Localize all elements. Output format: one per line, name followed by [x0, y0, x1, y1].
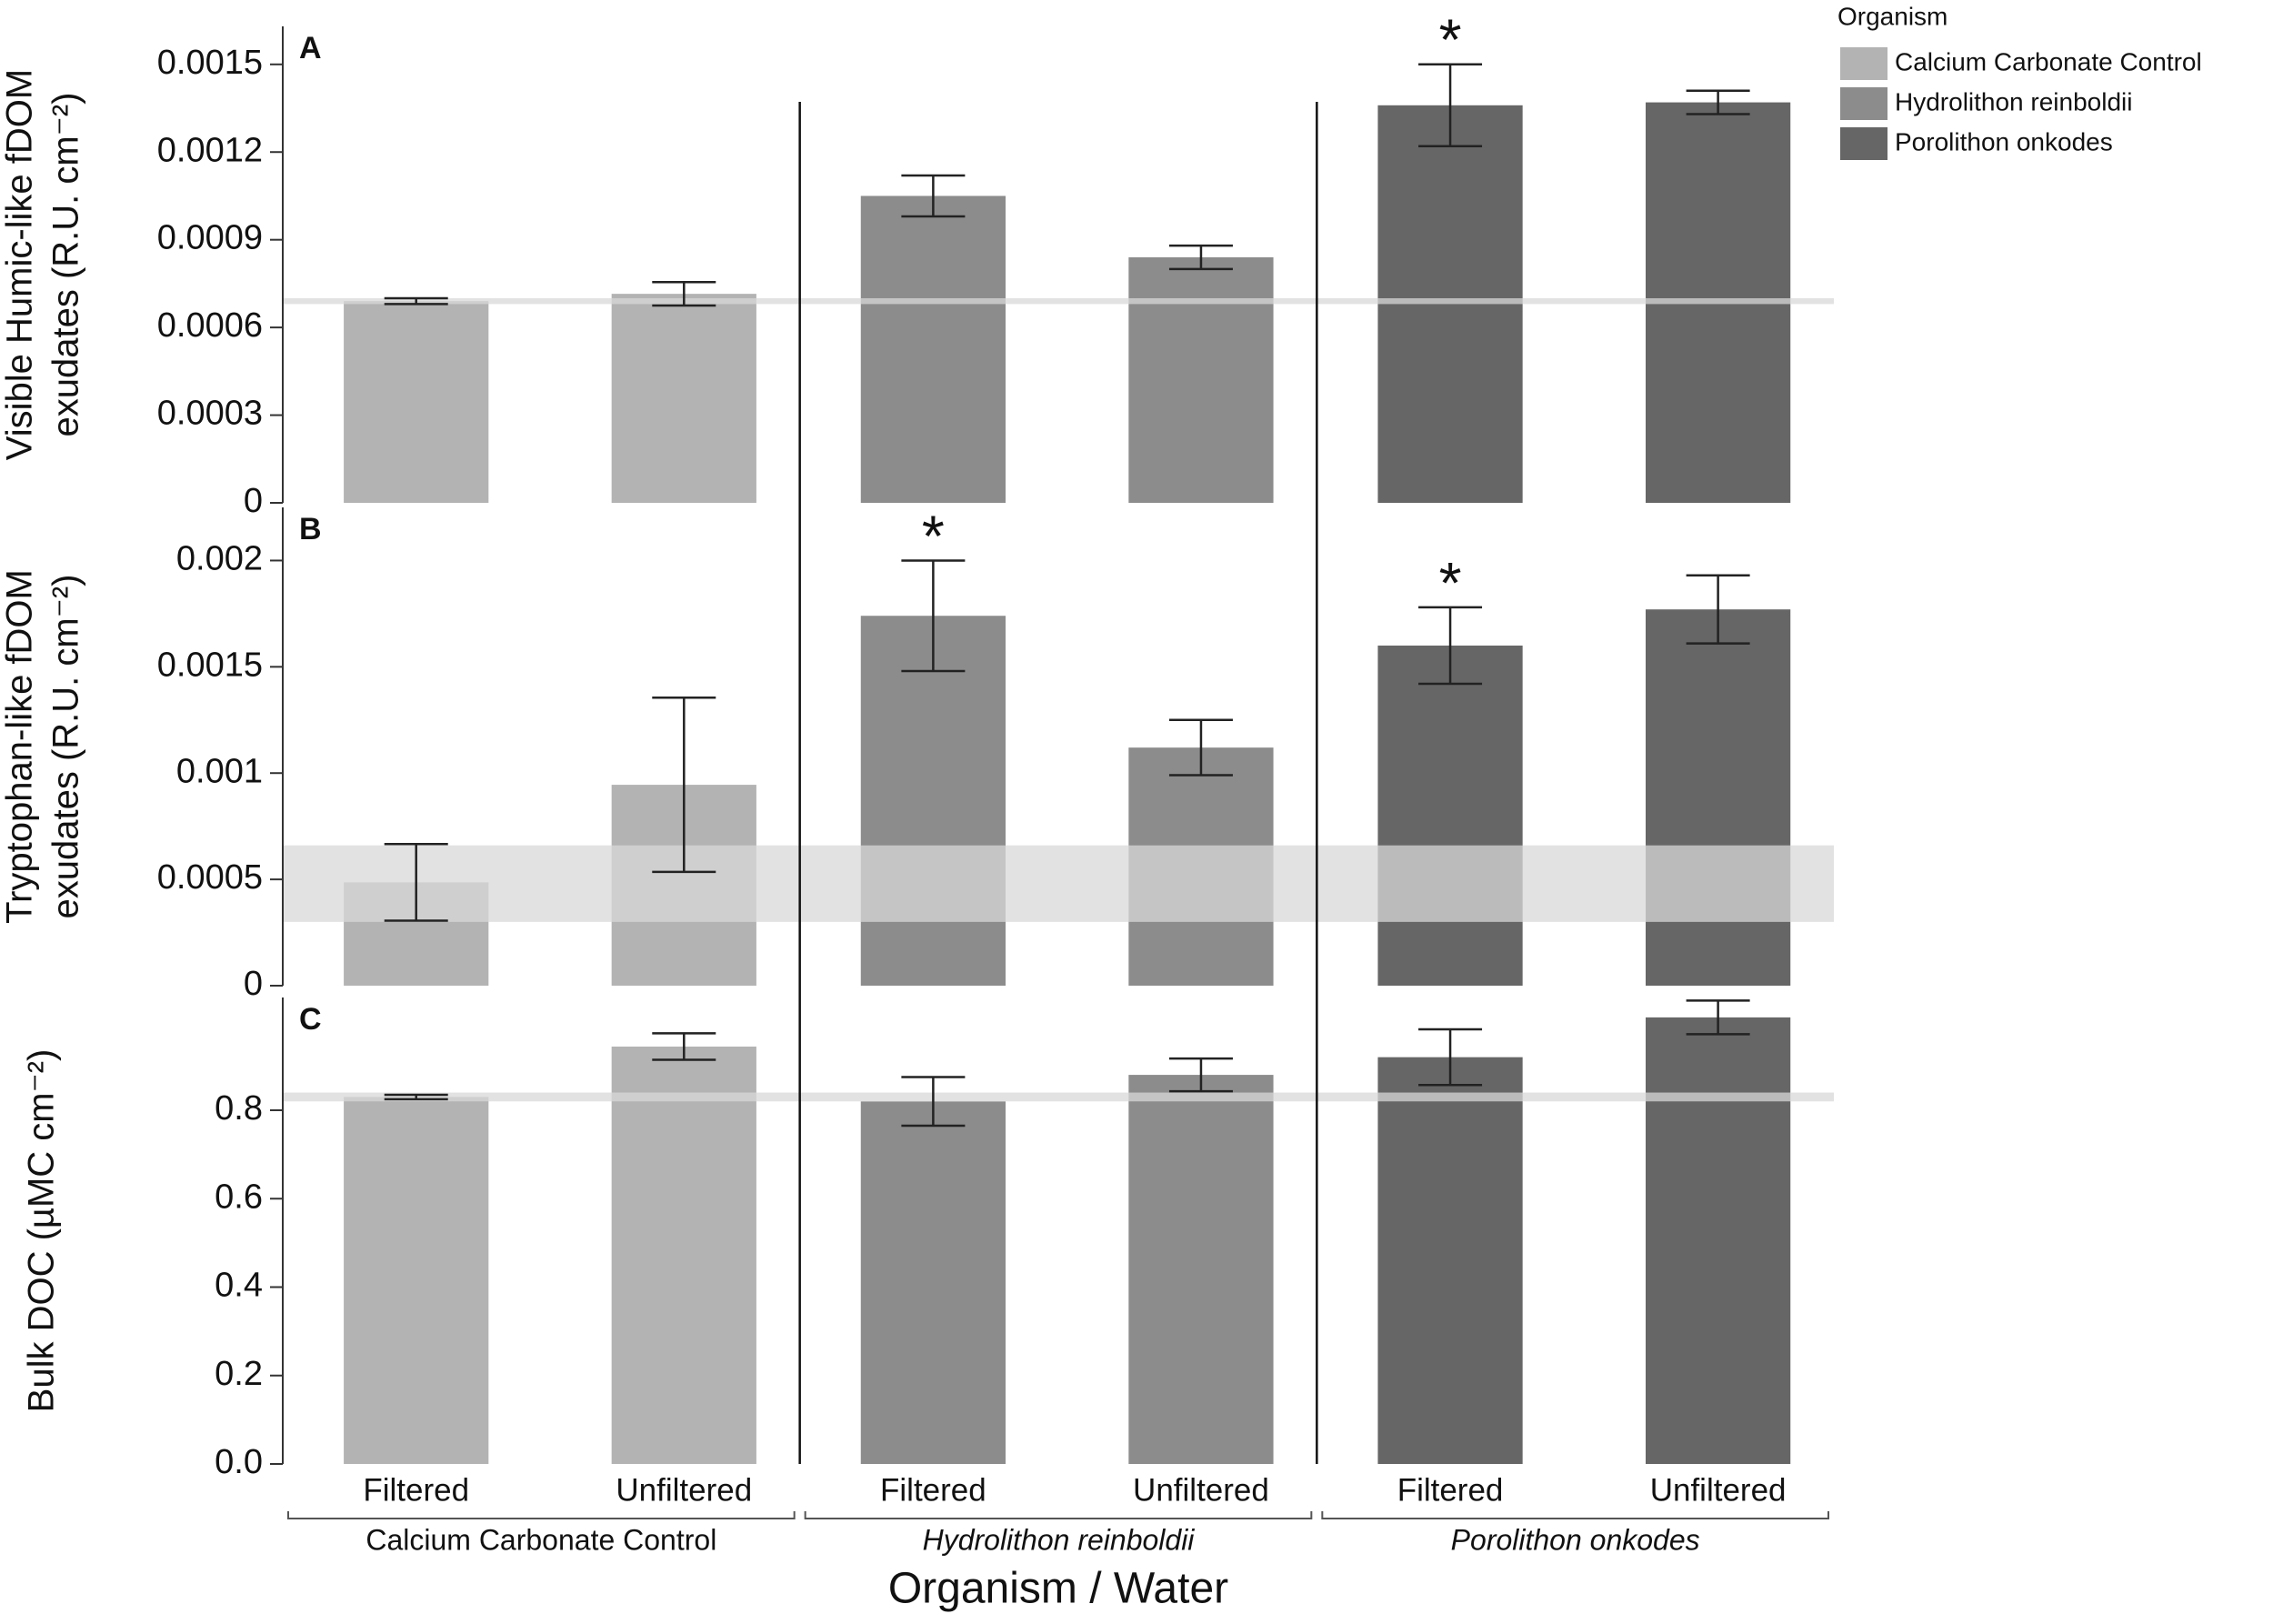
panel-label: A — [299, 31, 322, 65]
control-band — [283, 845, 1834, 922]
y-tick-label: 0.0009 — [157, 219, 263, 257]
legend-label: Hydrolithon reinboldii — [1895, 87, 2132, 115]
y-axis-label: Bulk DOC (µMC cm⁻²) — [22, 1049, 62, 1413]
y-tick-label: 0.4 — [215, 1267, 263, 1305]
significance-mark: * — [1439, 7, 1462, 73]
x-tick-label: Filtered — [1397, 1472, 1504, 1508]
y-tick-label: 0.0015 — [157, 646, 263, 684]
significance-mark: * — [922, 503, 945, 568]
legend-swatch — [1840, 87, 1887, 120]
group-label: Hydrolithon reinboldii — [923, 1523, 1196, 1556]
y-tick-label: 0.001 — [176, 752, 263, 790]
error-bar — [652, 281, 716, 307]
error-bar — [901, 174, 966, 218]
error-bar — [1686, 574, 1750, 645]
error-bar — [1686, 999, 1750, 1036]
error-bar — [652, 696, 716, 874]
y-tick-label: 0.0005 — [157, 858, 263, 897]
error-bar — [1686, 89, 1750, 115]
y-tick-label: 0.002 — [176, 539, 263, 577]
bar — [611, 294, 756, 503]
bar — [611, 1046, 756, 1464]
x-tick-label: Unfiltered — [1650, 1472, 1787, 1508]
x-axis-label: Organism / Water — [888, 1565, 1228, 1613]
group-label: Porolithon onkodes — [1451, 1523, 1700, 1556]
error-bar — [1418, 606, 1483, 686]
group-bracket — [287, 1511, 796, 1519]
bar — [1377, 1057, 1523, 1464]
y-axis-label: exudates (R.U. cm⁻²) — [46, 93, 86, 437]
bar — [860, 195, 1006, 504]
legend-title: Organism — [1837, 2, 1948, 30]
x-tick-label: Unfiltered — [1133, 1472, 1269, 1508]
y-axis-label: Tryptophan-like fDOM — [0, 569, 40, 924]
bar — [344, 301, 489, 503]
bar — [860, 616, 1006, 986]
y-axis-label: Visible Humic-like fDOM — [0, 69, 40, 460]
y-tick-label: 0.0003 — [157, 395, 263, 433]
y-axis-label: exudates (R.U. cm⁻²) — [46, 575, 86, 919]
error-bar — [901, 559, 966, 673]
legend-label: Porolithon onkodes — [1895, 127, 2113, 155]
significance-mark: * — [1439, 550, 1462, 616]
group-bracket — [804, 1511, 1313, 1519]
error-bar — [1168, 718, 1233, 777]
y-tick-label: 0.2 — [215, 1355, 263, 1393]
error-bar — [1168, 244, 1233, 271]
y-tick-label: 0.8 — [215, 1089, 263, 1128]
y-tick-label: 0.6 — [215, 1178, 263, 1216]
error-bar — [384, 296, 448, 306]
x-tick-label: Unfiltered — [616, 1472, 752, 1508]
x-tick-label: Filtered — [363, 1472, 469, 1508]
bar — [344, 1097, 489, 1464]
control-band — [283, 297, 1834, 305]
y-tick-label: 0.0012 — [157, 131, 263, 169]
y-tick-label: 0.0006 — [157, 306, 263, 345]
error-bar — [1418, 1028, 1483, 1087]
error-bar — [1168, 1057, 1233, 1093]
error-bar — [384, 843, 448, 922]
y-tick-label: 0.0 — [215, 1443, 263, 1481]
bar — [1646, 609, 1791, 986]
error-bar — [1418, 63, 1483, 148]
bar — [1377, 645, 1523, 986]
bar — [860, 1101, 1006, 1464]
legend-swatch — [1840, 127, 1887, 160]
bar — [1128, 1075, 1274, 1464]
y-tick-label: 0 — [244, 965, 263, 1003]
control-band — [283, 1092, 1834, 1102]
group-label: Calcium Carbonate Control — [365, 1523, 716, 1556]
legend-label: Calcium Carbonate Control — [1895, 47, 2202, 75]
bar — [1646, 1017, 1791, 1464]
group-bracket — [1321, 1511, 1829, 1519]
panel-label: B — [299, 512, 322, 546]
panel-label: C — [299, 1002, 322, 1037]
bar — [1128, 256, 1274, 503]
error-bar — [901, 1076, 966, 1128]
y-tick-label: 0.0015 — [157, 44, 263, 82]
legend-swatch — [1840, 47, 1887, 80]
y-tick-label: 0 — [244, 482, 263, 520]
error-bar — [384, 1093, 448, 1101]
x-tick-label: Filtered — [880, 1472, 986, 1508]
error-bar — [652, 1032, 716, 1061]
